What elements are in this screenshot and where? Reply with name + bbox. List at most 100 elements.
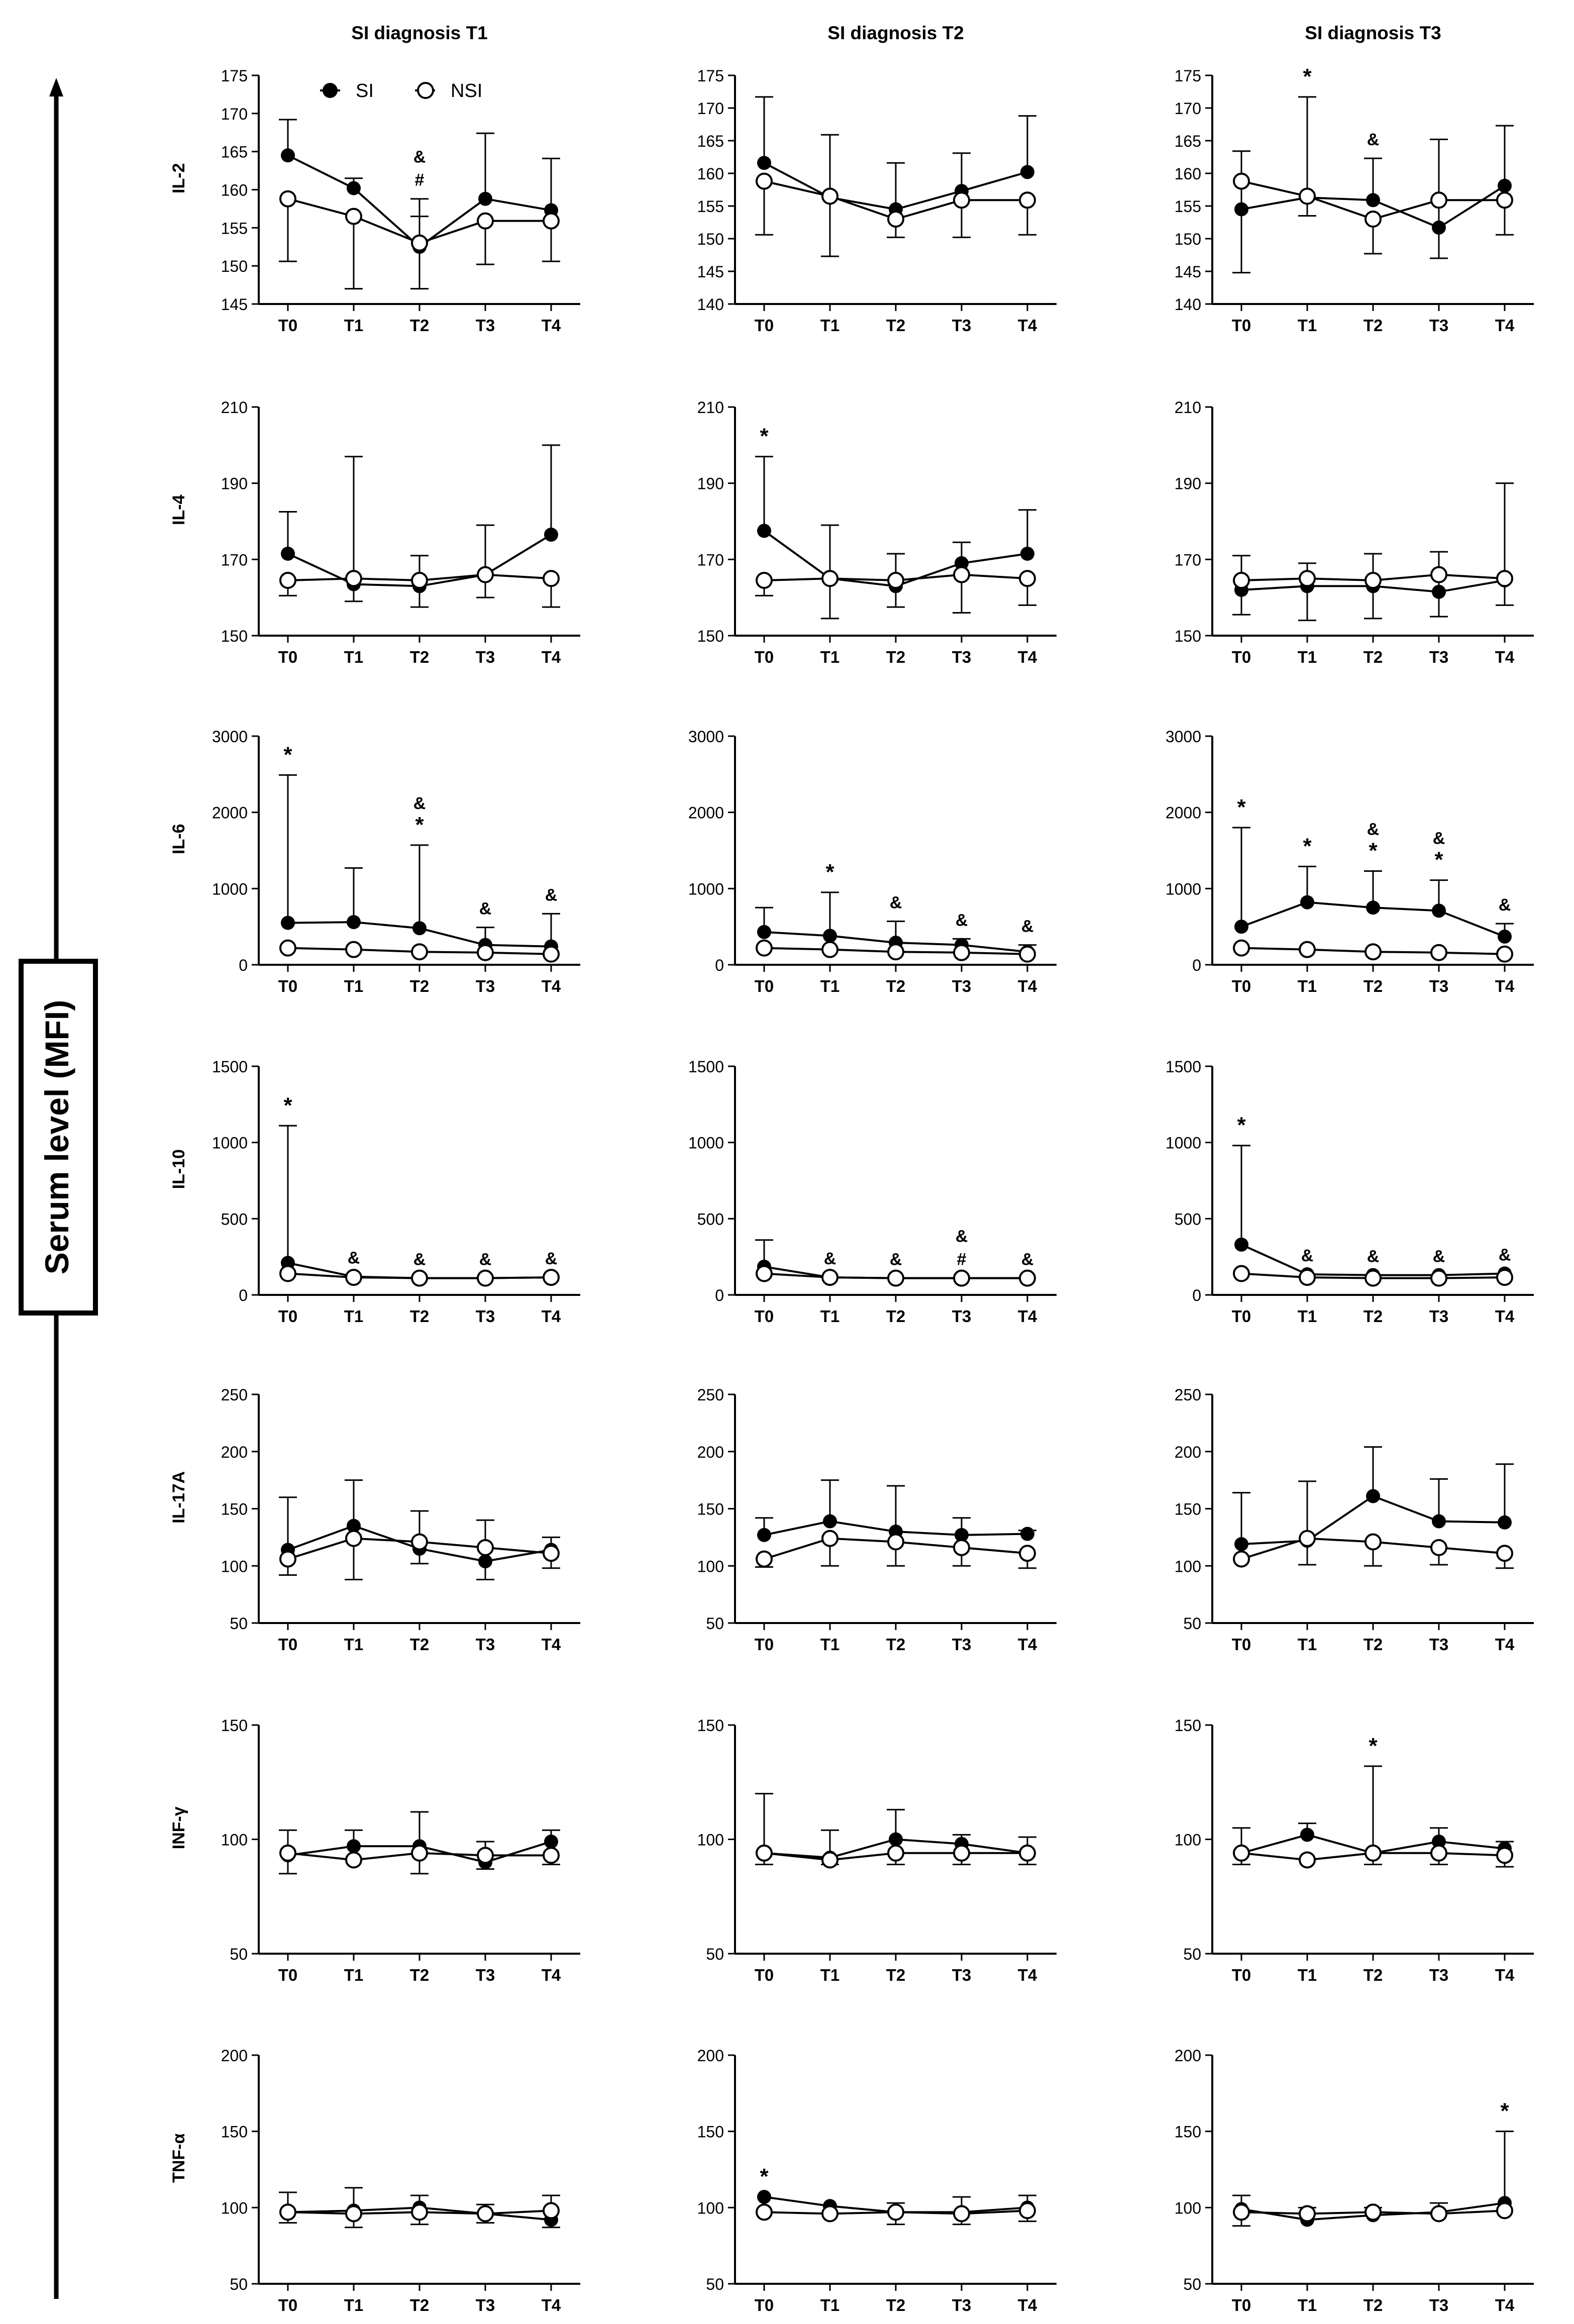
nsi-data-point [821, 1530, 838, 1547]
y-tick-label: 200 [221, 2047, 248, 2065]
y-tick-label: 150 [221, 627, 248, 645]
x-tick-label: T0 [278, 316, 298, 335]
x-tick-label: T2 [1363, 316, 1383, 335]
nsi-data-point [279, 1844, 296, 1862]
chart-panel: 50 100 150 200 250 T0 T1 T2 T3 T4 [1175, 1386, 1534, 1654]
nsi-data-point [1430, 191, 1447, 209]
significance-mark: * [415, 813, 424, 837]
significance-mark: & [956, 911, 968, 930]
nsi-data-point [411, 1269, 428, 1287]
si-data-point [347, 915, 361, 930]
nsi-data-point [1299, 187, 1316, 205]
chart-panel: 150 170 190 210 T0 T1 T2 T3 T4 * [697, 398, 1057, 666]
y-tick-label: 200 [1175, 1443, 1201, 1461]
si-data-point [1432, 220, 1446, 235]
nsi-data-point [477, 944, 494, 961]
significance-mark: * [760, 424, 769, 449]
y-tick-label: 190 [221, 475, 248, 493]
x-tick-label: T3 [476, 1966, 495, 1984]
significance-mark: # [957, 1250, 967, 1269]
y-tick-label: 2000 [1166, 804, 1201, 822]
y-tick-label: 150 [1175, 627, 1201, 645]
y-tick-label: 50 [1183, 1945, 1201, 1963]
y-tick-label: 100 [1175, 2199, 1201, 2217]
x-tick-label: T1 [344, 2296, 364, 2314]
nsi-data-point [756, 572, 773, 589]
chart-panel: 50 100 150 T0 T1 T2 T3 T4 INF-γ [169, 1716, 580, 1984]
chart-panel: 0 500 1000 1500 T0 T1 T2 T3 T4 & & & # & [688, 1058, 1057, 1326]
y-arrow-head [49, 78, 63, 96]
si-data-point [544, 1835, 558, 1849]
y-tick-label: 170 [1175, 99, 1201, 118]
x-tick-label: T1 [1298, 1966, 1317, 1984]
row-label: TNF-α [169, 2134, 188, 2183]
x-tick-label: T4 [1018, 1307, 1037, 1326]
y-tick-label: 155 [221, 219, 248, 237]
nsi-data-point [1496, 1847, 1513, 1864]
significance-mark: & [1499, 1246, 1511, 1265]
nsi-data-point [1496, 2202, 1513, 2219]
y-tick-label: 160 [221, 181, 248, 199]
y-label-box [19, 959, 98, 1316]
x-tick-label: T2 [410, 977, 430, 995]
x-tick-label: T3 [952, 2296, 972, 2314]
x-tick-label: T2 [886, 1635, 906, 1654]
legend: SI NSI [320, 80, 482, 102]
nsi-data-point [345, 570, 362, 587]
nsi-data-point [821, 941, 838, 958]
nsi-data-point [411, 2203, 428, 2221]
significance-mark: * [1303, 64, 1312, 89]
nsi-data-point [953, 1539, 970, 1556]
y-tick-label: 3000 [212, 728, 248, 746]
legend-si-label: SI [356, 80, 374, 102]
x-tick-label: T4 [1018, 316, 1037, 335]
x-tick-label: T2 [1363, 1966, 1383, 1984]
x-tick-label: T4 [1495, 1307, 1515, 1326]
y-tick-label: 150 [221, 257, 248, 275]
x-tick-label: T1 [820, 648, 840, 666]
x-tick-label: T0 [1232, 1635, 1251, 1654]
x-tick-label: T4 [542, 1635, 561, 1654]
nsi-data-point [887, 1533, 904, 1551]
significance-mark: * [1237, 795, 1246, 820]
chart-panel: 0 500 1000 1500 T0 T1 T2 T3 T4 * & & & & [1166, 1058, 1534, 1326]
y-tick-label: 50 [1183, 1614, 1201, 1633]
x-tick-label: T2 [886, 316, 906, 335]
significance-mark: * [760, 2164, 769, 2189]
y-tick-label: 170 [221, 105, 248, 123]
si-data-point [757, 524, 771, 538]
nsi-data-point [345, 1530, 362, 1547]
si-data-point [955, 556, 969, 570]
significance-mark: # [415, 171, 425, 190]
significance-mark: * [1434, 848, 1443, 872]
nsi-data-point [1299, 2205, 1316, 2222]
nsi-data-point [756, 1265, 773, 1282]
legend-si-marker [323, 83, 338, 98]
y-tick-label: 500 [1175, 1210, 1201, 1228]
nsi-data-point [953, 944, 970, 961]
y-tick-label: 150 [1175, 1500, 1201, 1519]
nsi-data-point [1365, 1533, 1382, 1551]
y-tick-label: 0 [239, 1286, 248, 1304]
y-tick-label: 200 [1175, 2047, 1201, 2065]
nsi-data-point [345, 1851, 362, 1869]
y-tick-label: 250 [1175, 1386, 1201, 1404]
significance-mark: & [545, 885, 558, 904]
y-tick-label: 1000 [1166, 1134, 1201, 1152]
x-tick-label: T1 [344, 1966, 364, 1984]
x-tick-label: T4 [1018, 648, 1037, 666]
significance-mark: & [1021, 1250, 1034, 1269]
column-title: SI diagnosis T3 [1305, 23, 1441, 43]
si-data-point [823, 929, 837, 943]
x-tick-label: T2 [1363, 2296, 1383, 2314]
y-tick-label: 50 [1183, 2275, 1201, 2293]
si-data-point [1020, 546, 1034, 561]
nsi-data-point [411, 1533, 428, 1551]
y-tick-label: 200 [697, 2047, 724, 2065]
nsi-data-point [1233, 1550, 1250, 1568]
y-tick-label: 145 [1175, 263, 1201, 281]
significance-mark: * [1237, 1113, 1246, 1138]
x-tick-label: T1 [820, 977, 840, 995]
significance-mark: & [413, 148, 426, 167]
x-tick-label: T0 [1232, 2296, 1251, 2314]
